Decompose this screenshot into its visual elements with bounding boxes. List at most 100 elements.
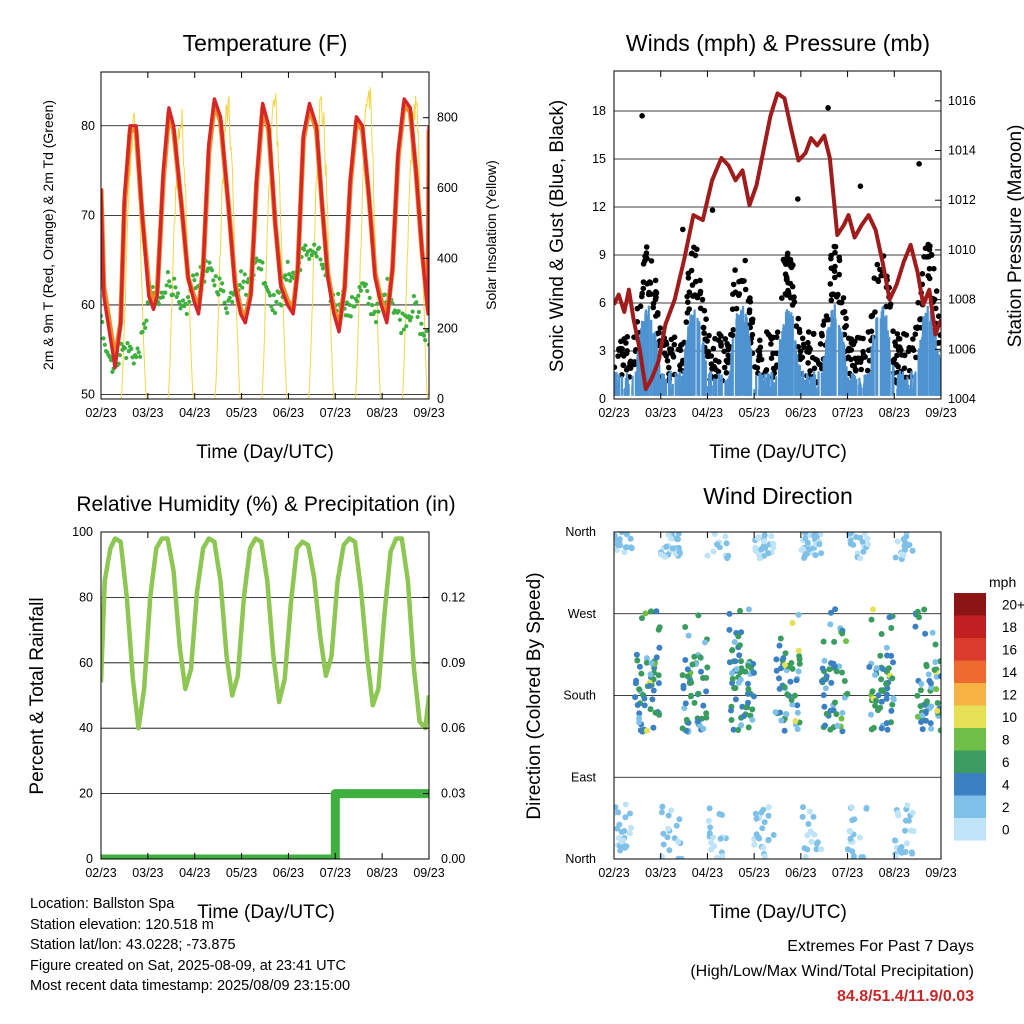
wind-gust-point	[878, 272, 884, 279]
wind-gust-point	[706, 353, 712, 360]
direction-point	[751, 841, 758, 848]
direction-point	[818, 550, 825, 557]
direction-point	[674, 536, 681, 543]
winds-panel: Winds (mph) & Pressure (mb) 0 3 6 9 12 15 18 10…	[547, 30, 1024, 463]
wind-gust-point	[768, 341, 774, 347]
direction-point	[844, 690, 851, 697]
direction-point	[903, 840, 910, 847]
dewpoint-point	[367, 295, 372, 300]
colorbar-label: 4	[1002, 777, 1010, 792]
dewpoint-point	[285, 259, 290, 264]
dewpoint-point	[421, 333, 427, 338]
direction-point	[622, 844, 628, 851]
humidity-xtick-label: 04/23	[179, 866, 210, 880]
wind-gust-point	[835, 291, 841, 298]
wind-gust-point	[919, 271, 926, 277]
wind-gust-point	[828, 297, 835, 304]
direction-point	[788, 696, 795, 703]
direction-point	[798, 547, 805, 553]
wind-gust-point	[721, 364, 728, 371]
direction-point	[836, 663, 843, 670]
wind-gust-point	[624, 334, 631, 340]
direction-point	[875, 692, 882, 699]
direction-point	[873, 665, 880, 672]
wind-gust-point	[653, 294, 659, 301]
direction-point	[934, 700, 941, 706]
recent-text: Most recent data timestamp: 2025/08/09 2…	[30, 978, 351, 994]
direction-point	[745, 680, 751, 687]
direction-point	[819, 678, 825, 685]
wind-gust-point	[832, 274, 838, 281]
direction-point	[880, 688, 887, 695]
direction-point	[742, 668, 749, 675]
direction-point	[794, 702, 801, 709]
winds-ytick-label: 15	[592, 152, 606, 166]
direction-point	[750, 660, 757, 667]
humidity-ytick-label: 60	[79, 656, 93, 670]
wind-gust-point	[860, 335, 866, 342]
winds-plot-frame	[613, 70, 942, 400]
wind-gust-point	[730, 281, 737, 288]
direction-point	[921, 606, 928, 613]
wind-gust-point	[917, 316, 923, 323]
humidity-ytick-label: 40	[79, 721, 93, 735]
colorbar-label: 18	[1002, 620, 1017, 635]
dewpoint-point	[216, 292, 221, 297]
direction-point	[872, 672, 878, 678]
wind-gust-point	[703, 316, 709, 323]
wind-gust-point	[684, 293, 690, 300]
direction-point	[818, 846, 825, 853]
wind-gust-point	[710, 345, 717, 352]
direction-point	[700, 702, 707, 709]
winds-ytick-label: 9	[599, 248, 606, 262]
direction-point	[772, 709, 779, 716]
wind-gust-point	[686, 289, 693, 296]
pressure-ytick-label: 1016	[948, 94, 976, 108]
wind-gust-point	[784, 250, 791, 257]
wind-gust-point	[890, 328, 896, 335]
dewpoint-point	[223, 306, 228, 311]
dewpoint-point	[138, 354, 143, 359]
wind-gust-point	[857, 183, 864, 189]
wind-gust-point	[739, 278, 746, 285]
humidity-xlabel: Time (Day/UTC)	[197, 902, 335, 923]
wind-gust-point	[768, 336, 775, 342]
winds-xlabel: Time (Day/UTC)	[709, 442, 847, 463]
direction-point	[614, 537, 621, 544]
direction-point	[859, 539, 866, 546]
dewpoint-point	[209, 268, 215, 273]
direction-point	[650, 724, 657, 731]
direction-point	[814, 839, 821, 846]
direction-point	[745, 663, 752, 669]
insolation-ytick-label: 400	[437, 251, 458, 265]
direction-point	[850, 541, 857, 548]
temperature-panel: Temperature (F) 50607080020040060080002/…	[40, 30, 499, 463]
direction-point	[704, 664, 711, 671]
dewpoint-point	[390, 301, 395, 306]
direction-point	[776, 642, 783, 649]
wind-gust-point	[872, 309, 878, 315]
wind-gust-point	[650, 304, 656, 311]
dewpoint-point	[227, 295, 232, 300]
wind-gust-point	[639, 290, 645, 297]
winds-xtick-label: 02/23	[598, 406, 629, 420]
direction-xtick-label: 02/23	[598, 866, 629, 880]
direction-point	[878, 676, 885, 683]
humidity-ytick-label: 0	[86, 852, 93, 866]
direction-point	[796, 660, 803, 667]
temperature-plot-frame	[100, 71, 430, 400]
direction-point	[614, 547, 620, 553]
direction-point	[822, 685, 829, 692]
wind-gust-point	[685, 270, 692, 277]
dewpoint-point	[242, 272, 247, 277]
pressure-ytick-label: 1006	[948, 342, 976, 356]
wind-gust-point	[865, 329, 872, 335]
direction-point	[703, 710, 710, 717]
direction-point	[802, 854, 809, 859]
direction-point	[737, 676, 744, 683]
direction-point	[627, 810, 633, 817]
direction-point	[932, 641, 939, 648]
dewpoint-point	[156, 302, 162, 307]
wind-gust-point	[615, 353, 621, 359]
direction-point	[618, 532, 625, 536]
